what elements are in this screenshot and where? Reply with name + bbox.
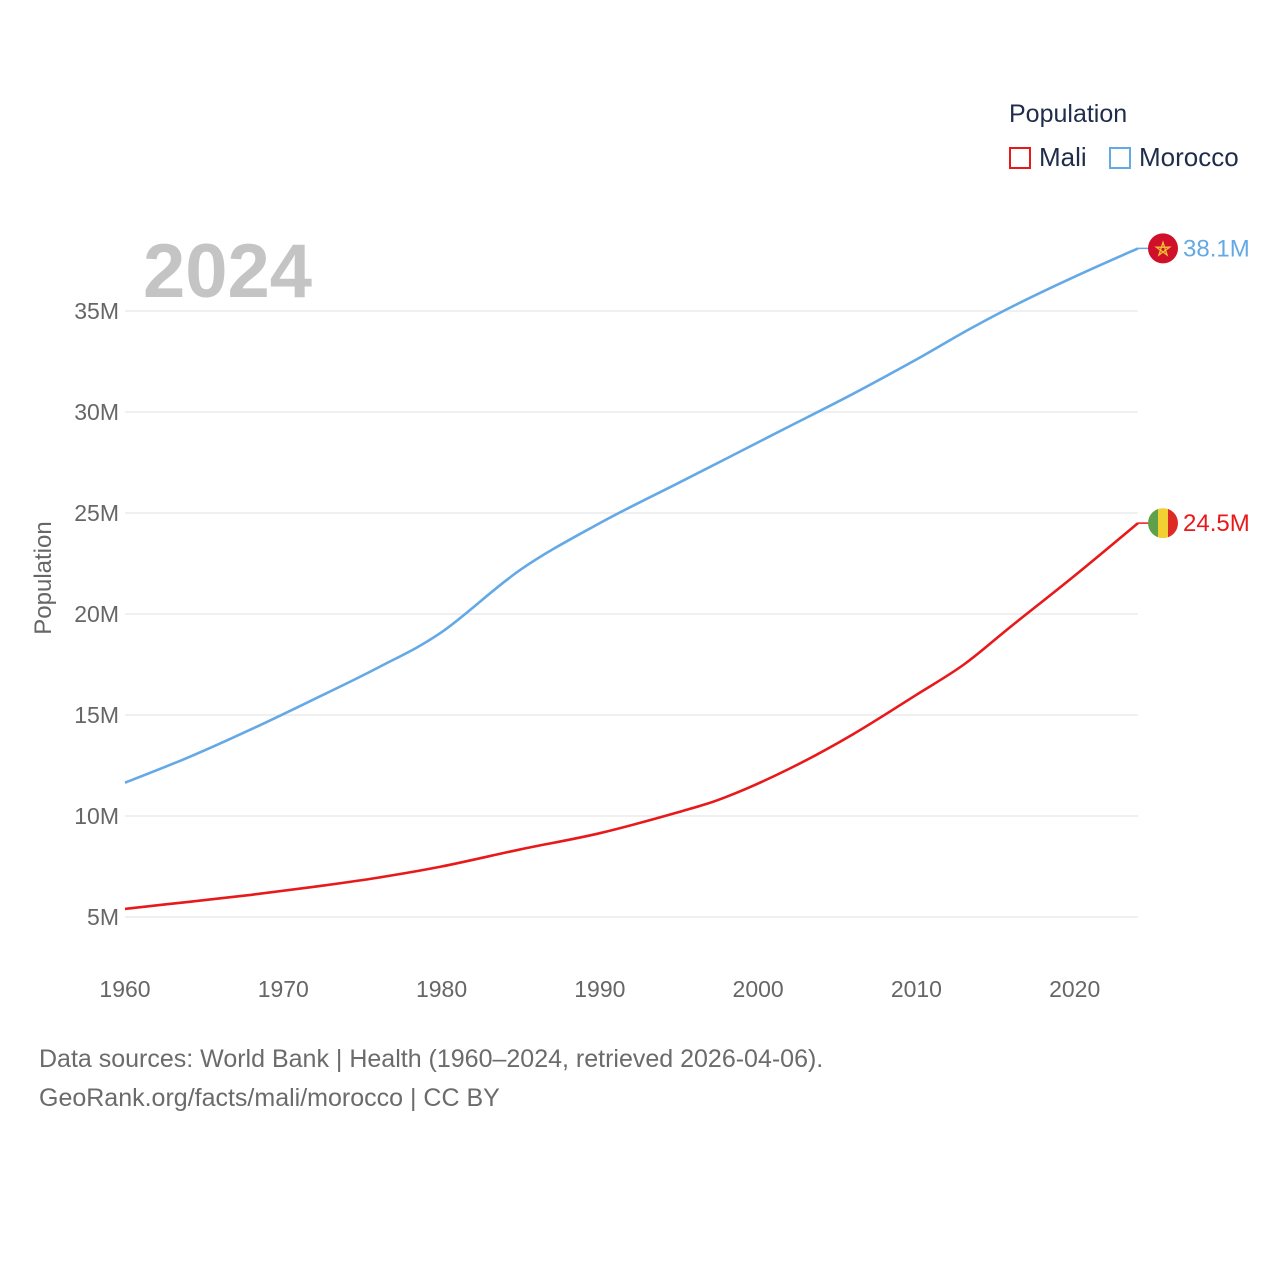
footer-sources: Data sources: World Bank | Health (1960–…: [39, 1045, 824, 1073]
y-tick-label: 20M: [74, 601, 119, 627]
end-label-mali: 24.5M: [1183, 510, 1250, 537]
x-tick-label: 2000: [733, 976, 784, 1002]
series-line-mali: [124, 522, 1139, 911]
current-year-label: 2024: [143, 229, 313, 314]
legend-label-mali: Mali: [1039, 142, 1087, 172]
y-axis-ticks: 5M 10M 15M 20M 25M 30M 35M: [74, 298, 119, 930]
legend-swatch-mali: [1009, 146, 1031, 169]
morocco-flag-icon: [1148, 233, 1178, 264]
series-end-markers: 24.5M 38.1M: [1138, 233, 1250, 539]
y-tick-label: 10M: [74, 803, 119, 829]
x-tick-label: 2020: [1049, 976, 1100, 1002]
y-tick-label: 25M: [74, 500, 119, 526]
legend-item-mali[interactable]: Mali: [1009, 142, 1087, 173]
series-line-morocco: [124, 247, 1139, 784]
legend-item-morocco[interactable]: Morocco: [1109, 142, 1239, 173]
x-tick-label: 1960: [99, 976, 150, 1002]
x-tick-label: 1980: [416, 976, 467, 1002]
y-tick-label: 35M: [74, 298, 119, 324]
legend-label-morocco: Morocco: [1139, 142, 1239, 172]
y-tick-label: 30M: [74, 399, 119, 425]
y-tick-label: 15M: [74, 702, 119, 728]
mali-flag-icon: [1148, 508, 1178, 539]
x-tick-label: 1990: [574, 976, 625, 1002]
x-tick-label: 2010: [891, 976, 942, 1002]
x-axis-ticks: 1960 1970 1980 1990 2000 2010 2020: [99, 976, 1100, 1002]
legend-swatch-morocco: [1109, 146, 1131, 169]
gridlines: [125, 310, 1138, 918]
y-axis-title: Population: [30, 521, 57, 634]
x-tick-label: 1970: [258, 976, 309, 1002]
y-tick-label: 5M: [87, 904, 119, 930]
end-label-morocco: 38.1M: [1183, 235, 1250, 262]
legend-title: Population: [1009, 100, 1128, 128]
series-lines: [124, 247, 1139, 911]
footer-attribution[interactable]: GeoRank.org/facts/mali/morocco | CC BY: [39, 1084, 500, 1112]
